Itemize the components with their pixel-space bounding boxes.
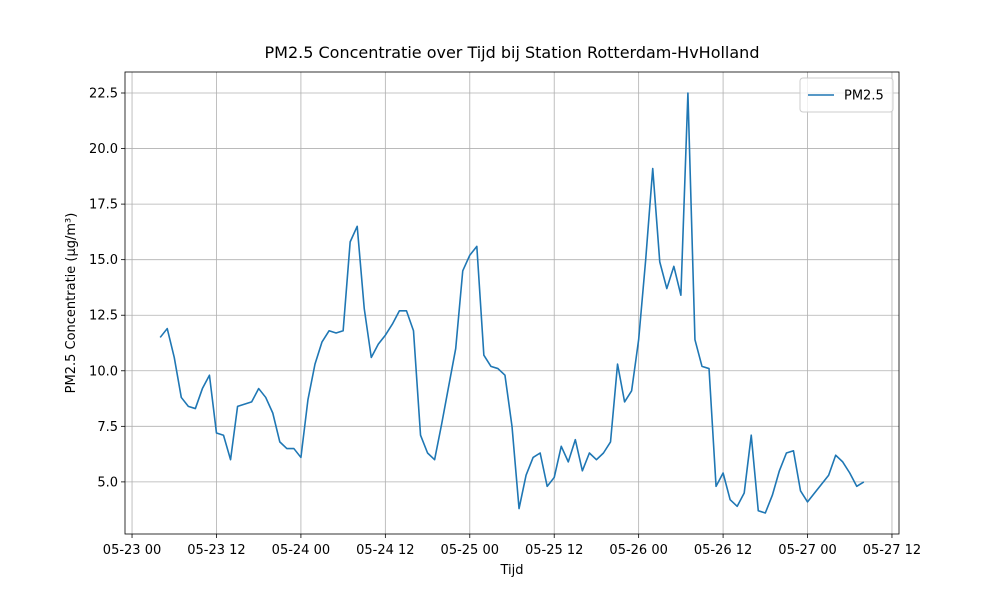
y-tick-label: 12.5 [89,309,118,324]
data-line [159,92,865,514]
x-tick-label: 05-23 00 [103,543,161,558]
plot-layer [159,92,865,514]
legend-label: PM2.5 [844,89,884,104]
x-tick-label: 05-25 12 [525,543,583,558]
x-tick-label: 05-24 12 [356,543,414,558]
y-tick-label: 5.0 [97,475,118,490]
chart-title: PM2.5 Concentratie over Tijd bij Station… [265,43,760,62]
axes-frame [124,71,900,535]
legend: PM2.5 [799,77,894,113]
y-tick-label: 10.0 [89,364,118,379]
x-tick-label: 05-27 00 [778,543,836,558]
y-tick-label: 20.0 [89,142,118,157]
y-tick-label: 22.5 [89,87,118,102]
x-tick-label: 05-25 00 [441,543,499,558]
x-tick-label: 05-23 12 [187,543,245,558]
x-axis-label: Tijd [499,563,523,578]
y-tick-label: 17.5 [89,198,118,213]
legend-box [799,77,894,113]
x-tick-label: 05-26 12 [694,543,752,558]
x-tick-label: 05-27 12 [863,543,921,558]
y-axis-label: PM2.5 Concentratie (µg/m³) [64,213,79,394]
grid-layer [125,72,899,534]
x-tick-label: 05-24 00 [272,543,330,558]
y-tick-label: 15.0 [89,253,118,268]
y-tick-label: 7.5 [97,420,118,435]
x-tick-label: 05-26 00 [609,543,667,558]
